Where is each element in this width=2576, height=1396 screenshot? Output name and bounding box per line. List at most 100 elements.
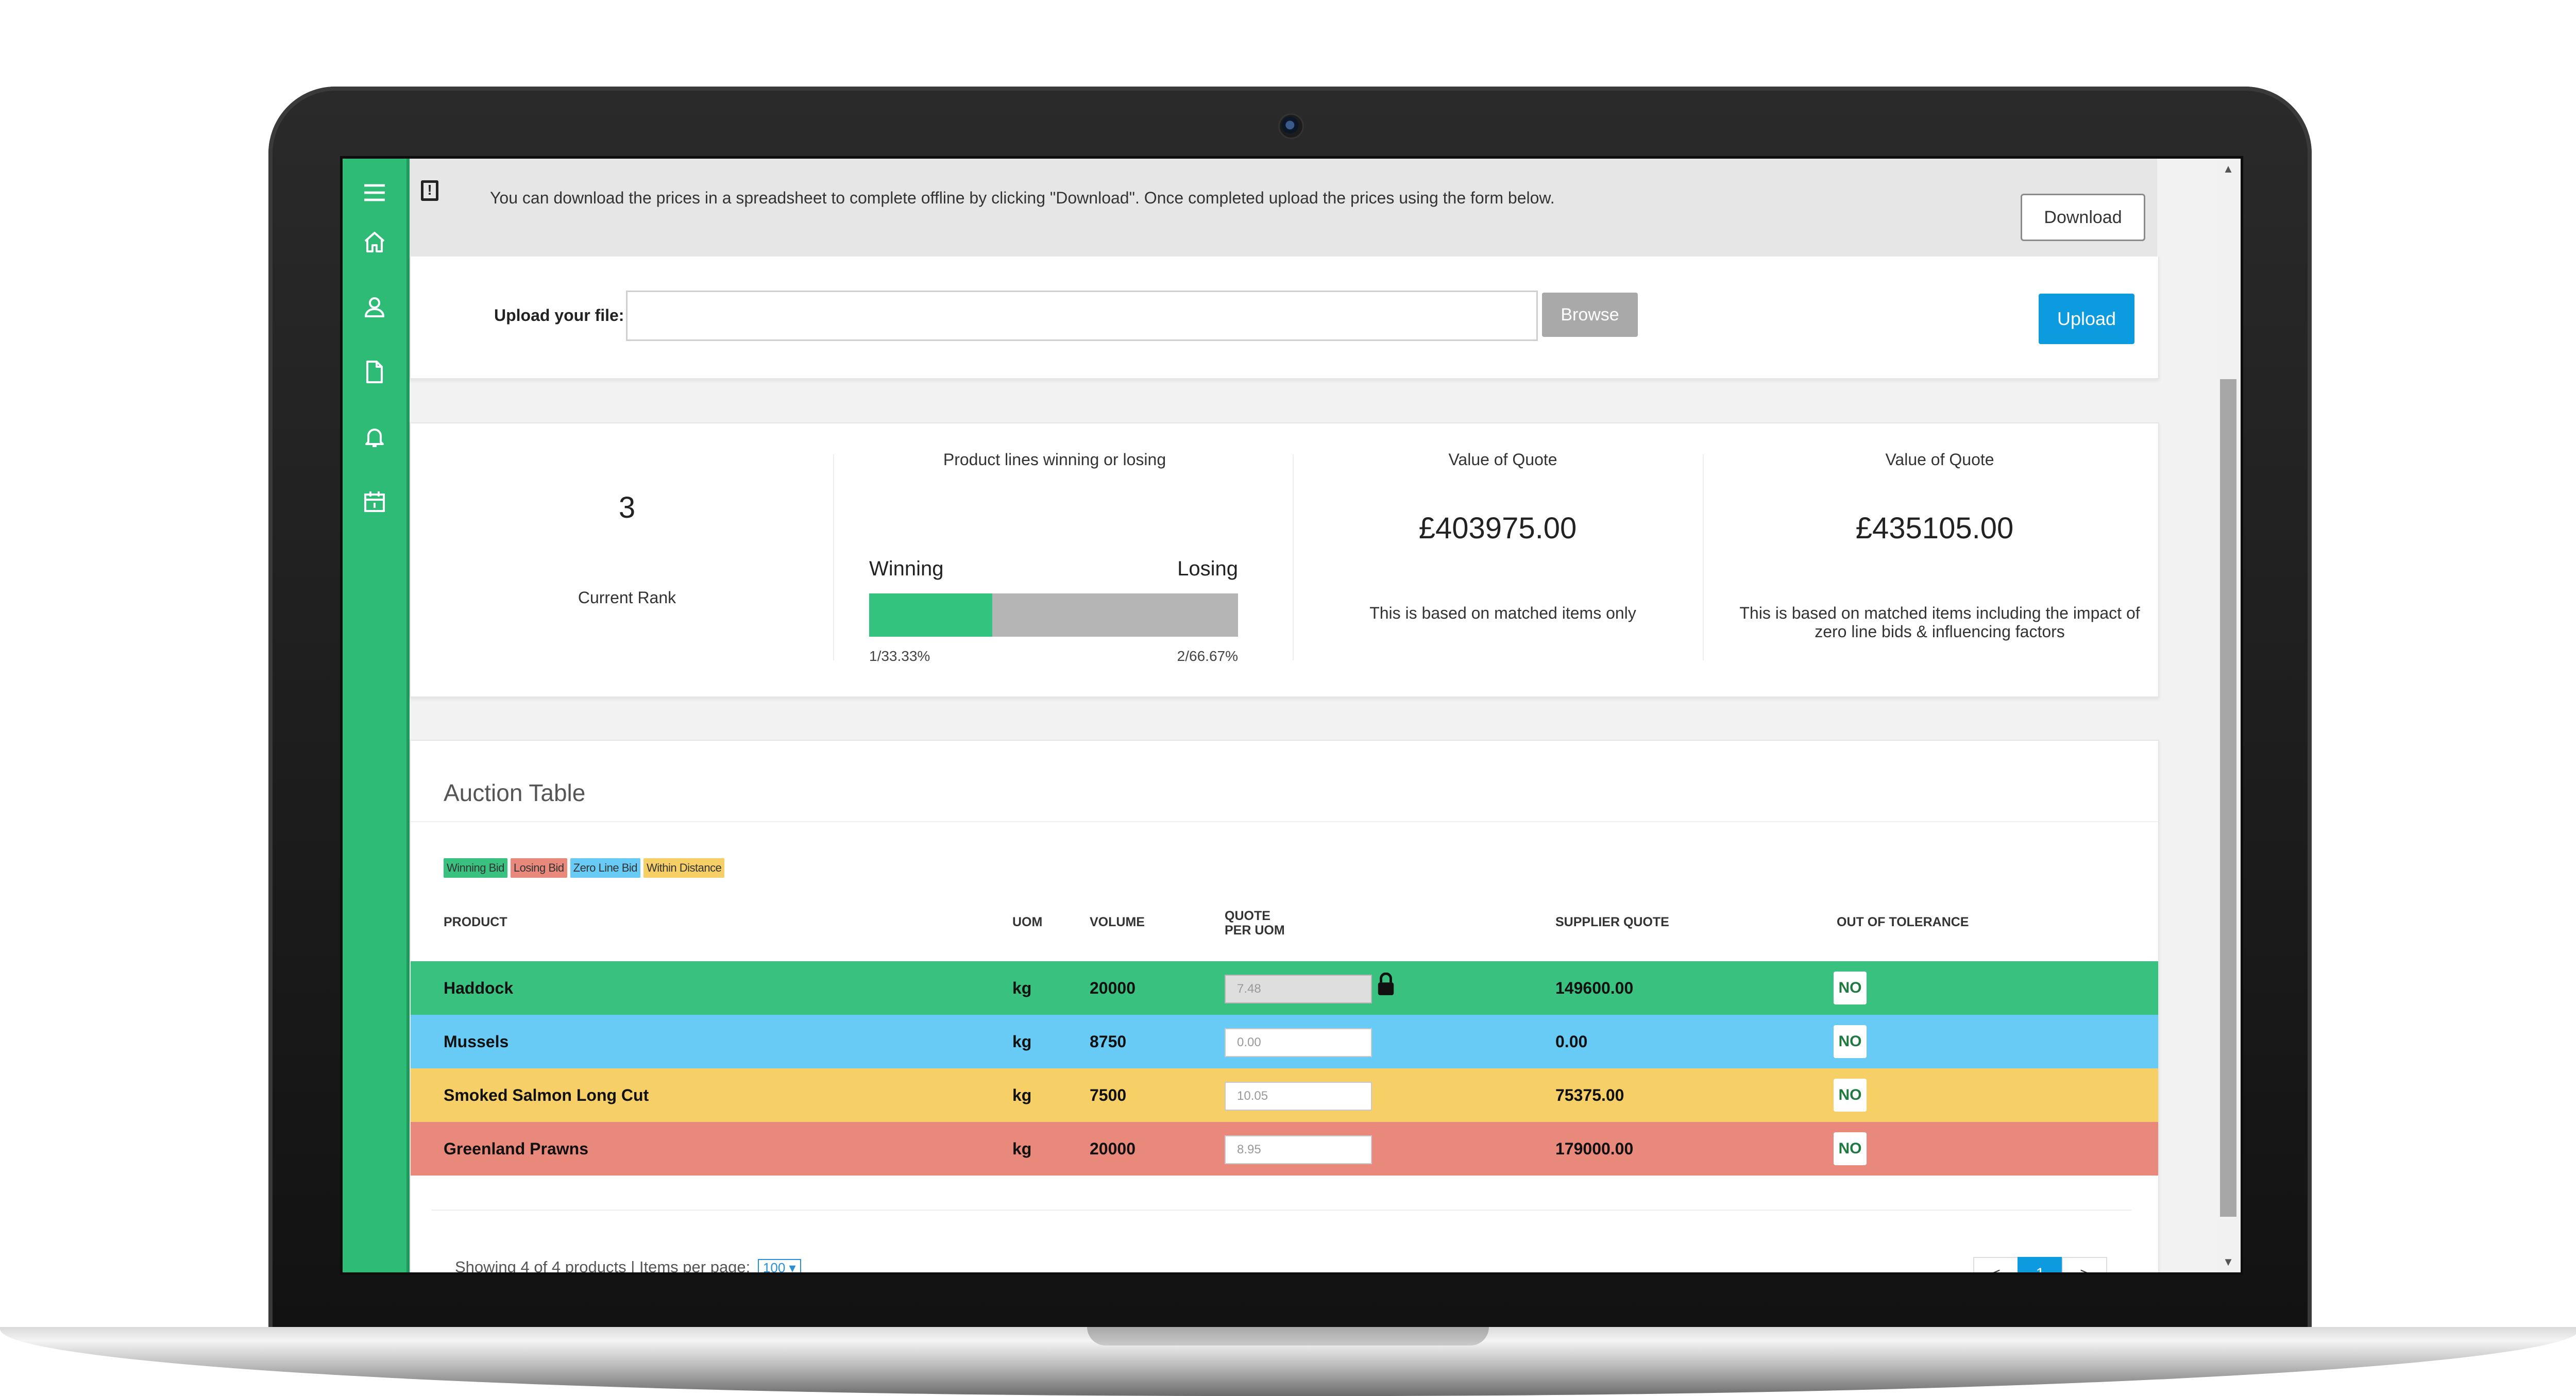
- camera-icon: [1278, 113, 1304, 139]
- product-cell: Haddock: [444, 978, 514, 997]
- legend-losing-bid: Losing Bid: [510, 858, 567, 878]
- browse-button[interactable]: Browse: [1542, 293, 1638, 337]
- uom-cell: kg: [1012, 978, 1032, 997]
- upload-button[interactable]: Upload: [2039, 294, 2134, 344]
- quote-matched-value: £403975.00: [1418, 512, 1577, 545]
- home-icon[interactable]: [358, 226, 391, 259]
- tolerance-badge: NO: [1834, 1025, 1867, 1058]
- header-quote-per-uom: QUOTE PER UOM: [1225, 909, 1285, 938]
- notice-text: You can download the prices in a spreads…: [490, 189, 1555, 207]
- table-row: Haddock kg 20000 7.48 149600.00 NO: [411, 961, 2158, 1015]
- current-rank-label: Current Rank: [578, 588, 676, 607]
- menu-icon[interactable]: [358, 176, 391, 209]
- winning-count: 1/33.33%: [869, 648, 930, 664]
- rank-card: 3 Current Rank: [421, 423, 833, 696]
- uom-cell: kg: [1012, 1085, 1032, 1104]
- items-per-page-value: 100: [762, 1260, 786, 1275]
- download-notice: ! You can download the prices in a sprea…: [410, 159, 2157, 257]
- pagination: < 1 >: [1973, 1257, 2107, 1272]
- stats-panel: 3 Current Rank Product lines winning or …: [410, 422, 2159, 697]
- scroll-up-arrow[interactable]: ▲: [2223, 162, 2234, 175]
- volume-cell: 20000: [1090, 1139, 1136, 1158]
- product-cell: Smoked Salmon Long Cut: [444, 1085, 649, 1104]
- supplier-quote-cell: 149600.00: [1555, 978, 1634, 997]
- tolerance-badge: NO: [1834, 1079, 1867, 1112]
- prev-page-button[interactable]: <: [1973, 1257, 2019, 1272]
- scrollbar[interactable]: ▲ ▼: [2218, 159, 2239, 1272]
- supplier-quote-cell: 179000.00: [1555, 1139, 1634, 1158]
- legend-within-distance: Within Distance: [643, 858, 725, 878]
- volume-cell: 20000: [1090, 978, 1136, 997]
- lines-card: Product lines winning or losing: [854, 423, 1256, 696]
- winning-bar-fill: [869, 593, 992, 637]
- legend-zero-line-bid: Zero Line Bid: [570, 858, 640, 878]
- main-content: ! You can download the prices in a sprea…: [410, 159, 2213, 1272]
- header-supplier-quote: SUPPLIER QUOTE: [1555, 915, 1669, 929]
- laptop-notch: [1087, 1327, 1489, 1346]
- table-row: Smoked Salmon Long Cut kg 7500 10.05 753…: [411, 1068, 2158, 1122]
- quote-total-value: £435105.00: [1855, 512, 2014, 545]
- quote-matched-title: Value of Quote: [1448, 450, 1557, 469]
- supplier-quote-cell: 0.00: [1555, 1032, 1588, 1051]
- screen: ! You can download the prices in a sprea…: [340, 156, 2243, 1275]
- table-row: Mussels kg 8750 0.00 0.00 NO: [411, 1015, 2158, 1068]
- quote-total-card: Value of Quote £435105.00 This is based …: [1734, 423, 2146, 696]
- header-quote-line1: QUOTE: [1225, 909, 1270, 923]
- download-button[interactable]: Download: [2021, 194, 2145, 241]
- uom-cell: kg: [1012, 1032, 1032, 1051]
- volume-cell: 7500: [1090, 1085, 1127, 1104]
- upload-label: Upload your file:: [494, 306, 624, 325]
- divider: [431, 1210, 2131, 1211]
- items-per-page-select[interactable]: 100 ▾: [757, 1259, 801, 1275]
- legend: Winning Bid Losing Bid Zero Line Bid Wit…: [444, 858, 725, 878]
- current-rank-value: 3: [618, 491, 636, 524]
- auction-panel: Auction Table Winning Bid Losing Bid Zer…: [410, 740, 2159, 1275]
- legend-winning-bid: Winning Bid: [444, 858, 507, 878]
- scroll-thumb[interactable]: [2220, 379, 2236, 1217]
- header-out-of-tolerance: OUT OF TOLERANCE: [1837, 915, 1969, 929]
- divider: [833, 454, 834, 660]
- losing-label: Losing: [1177, 557, 1238, 580]
- volume-cell: 8750: [1090, 1032, 1127, 1051]
- page-1-button[interactable]: 1: [2018, 1257, 2063, 1272]
- bell-icon[interactable]: [358, 420, 391, 453]
- quote-input[interactable]: 7.48: [1225, 975, 1372, 1003]
- divider: [411, 821, 2158, 822]
- header-product: PRODUCT: [444, 915, 507, 929]
- winning-label: Winning: [869, 557, 944, 580]
- upload-file-input[interactable]: [626, 291, 1538, 341]
- divider: [1703, 454, 1704, 660]
- user-icon[interactable]: [358, 291, 391, 324]
- next-page-button[interactable]: >: [2062, 1257, 2107, 1272]
- sidebar: [343, 159, 410, 1272]
- tolerance-badge: NO: [1834, 972, 1867, 1005]
- quote-total-note: This is based on matched items including…: [1739, 604, 2140, 641]
- header-quote-line2: PER UOM: [1225, 923, 1285, 938]
- winning-losing-bar: [869, 593, 1238, 637]
- showing-count: Showing 4 of 4 products | Items per page…: [455, 1258, 751, 1275]
- tolerance-badge: NO: [1834, 1132, 1867, 1165]
- product-cell: Mussels: [444, 1032, 509, 1051]
- alert-icon: !: [421, 180, 438, 201]
- product-cell: Greenland Prawns: [444, 1139, 588, 1158]
- supplier-quote-cell: 75375.00: [1555, 1085, 1624, 1104]
- divider: [1293, 454, 1294, 660]
- calendar-icon[interactable]: [358, 485, 391, 518]
- quote-matched-card: Value of Quote £403975.00 This is based …: [1297, 423, 1709, 696]
- quote-input[interactable]: 8.95: [1225, 1135, 1372, 1164]
- auction-title: Auction Table: [444, 779, 586, 806]
- header-uom: UOM: [1012, 915, 1043, 929]
- losing-count: 2/66.67%: [1177, 648, 1238, 664]
- document-icon[interactable]: [358, 355, 391, 388]
- table-footer: Showing 4 of 4 products | Items per page…: [455, 1258, 801, 1275]
- upload-panel: Upload your file: Browse Upload: [410, 257, 2159, 379]
- quote-total-title: Value of Quote: [1885, 450, 1994, 469]
- table-row: Greenland Prawns kg 20000 8.95 179000.00…: [411, 1122, 2158, 1176]
- lock-icon: [1378, 973, 1394, 995]
- scroll-down-arrow[interactable]: ▼: [2223, 1255, 2234, 1268]
- lines-title: Product lines winning or losing: [943, 450, 1166, 469]
- quote-input[interactable]: 0.00: [1225, 1028, 1372, 1057]
- quote-input[interactable]: 10.05: [1225, 1082, 1372, 1111]
- uom-cell: kg: [1012, 1139, 1032, 1158]
- header-volume: VOLUME: [1090, 915, 1145, 929]
